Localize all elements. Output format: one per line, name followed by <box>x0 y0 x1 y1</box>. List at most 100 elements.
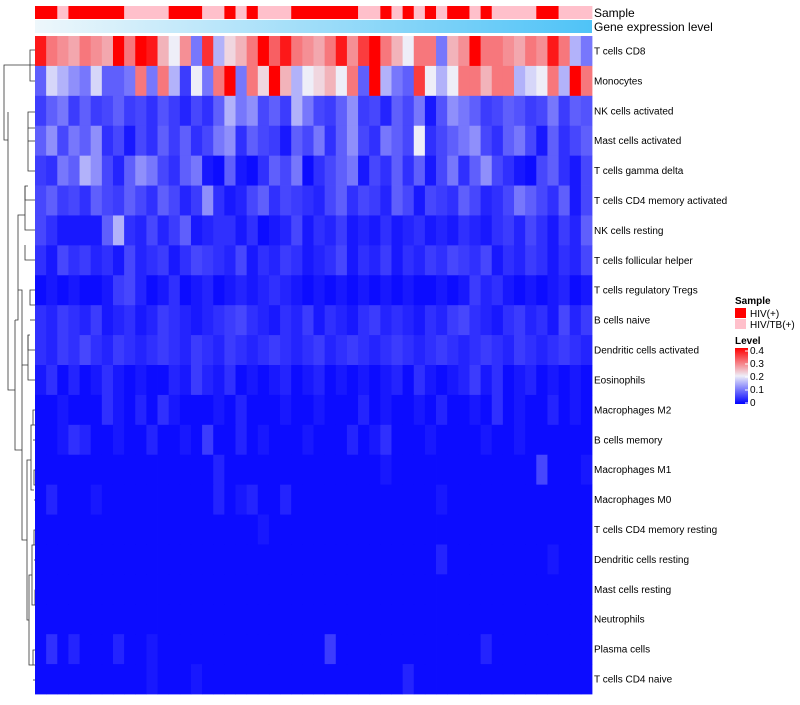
heatmap-cell <box>480 365 493 396</box>
heatmap-cell <box>458 604 470 635</box>
heatmap-cell <box>402 125 415 157</box>
heatmap-cell <box>112 155 125 186</box>
heatmap-cell <box>135 634 147 665</box>
heatmap-cell <box>35 215 47 246</box>
heatmap-cell <box>224 394 236 426</box>
heatmap-cell <box>146 155 158 186</box>
heatmap-cell <box>90 305 103 336</box>
heatmap-cell <box>190 484 203 515</box>
heatmap-cell <box>112 36 125 67</box>
heatmap-cell <box>146 95 158 127</box>
heatmap-cell <box>280 604 292 635</box>
heatmap-cell <box>179 275 192 306</box>
heatmap-cell <box>157 245 170 276</box>
heatmap-cell <box>90 544 103 575</box>
heatmap-cell <box>447 185 459 216</box>
heatmap-cell <box>436 365 448 396</box>
heatmap-cell <box>179 394 192 426</box>
heatmap-cell <box>280 544 292 575</box>
heatmap-cell <box>168 275 181 306</box>
heatmap-cell <box>547 125 559 157</box>
heatmap-cell <box>547 454 559 486</box>
sample-annotation-cell <box>469 6 481 19</box>
heatmap-cell <box>346 155 359 186</box>
heatmap-cell <box>291 125 303 157</box>
sample-annotation-cell <box>413 6 426 19</box>
heatmap-cell <box>469 155 481 186</box>
row-label: Eosinophils <box>594 375 645 386</box>
heatmap-cell <box>380 424 392 456</box>
heatmap-cell <box>413 604 426 635</box>
heatmap-cell <box>246 36 259 67</box>
heatmap-cell <box>458 424 470 456</box>
heatmap-cell <box>413 484 426 515</box>
heatmap-cell <box>413 514 426 545</box>
heatmap-cell <box>369 36 381 67</box>
heatmap-cell <box>380 65 392 97</box>
heatmap-cell <box>491 454 504 486</box>
heatmap-cell <box>157 215 170 246</box>
heatmap-cell <box>46 305 58 336</box>
heatmap-cell <box>101 664 114 695</box>
heatmap-cell <box>402 215 415 246</box>
heatmap-cell <box>469 185 481 216</box>
heatmap-cell <box>480 544 493 575</box>
heatmap-cell <box>68 365 80 396</box>
heatmap-cell <box>391 454 404 486</box>
heatmap-cell <box>79 215 92 246</box>
heatmap-cell <box>547 65 559 97</box>
heatmap-cell <box>536 664 548 695</box>
level-legend-title: Level <box>735 336 761 347</box>
heatmap-cell <box>168 454 181 486</box>
heatmap-cell <box>413 634 426 665</box>
heatmap-cell <box>313 454 326 486</box>
heatmap-cell <box>324 544 337 575</box>
heatmap-cell <box>324 634 337 665</box>
heatmap-cell <box>458 365 470 396</box>
heatmap-cell <box>135 484 147 515</box>
heatmap-cell <box>480 664 493 695</box>
heatmap-cell <box>302 185 314 216</box>
heatmap-cell <box>380 664 392 695</box>
heatmap-cell <box>135 275 147 306</box>
legend-swatch-hiv <box>735 308 746 318</box>
sample-annotation-cell <box>146 6 158 19</box>
heatmap-cell <box>179 245 192 276</box>
heatmap-cell <box>168 634 181 665</box>
heatmap-cell <box>514 185 526 216</box>
heatmap-cell <box>480 95 493 127</box>
heatmap-cell <box>514 484 526 515</box>
level-tick-0.2: 0.2 <box>750 372 764 383</box>
heatmap-cell <box>90 664 103 695</box>
heatmap-cell <box>491 155 504 186</box>
heatmap-cell <box>57 604 69 635</box>
heatmap-cell <box>346 275 359 306</box>
heatmap-cell <box>68 95 80 127</box>
heatmap-cell <box>57 275 69 306</box>
heatmap-cell <box>246 544 259 575</box>
heatmap-cell <box>358 634 370 665</box>
heatmap-cell <box>157 95 170 127</box>
heatmap-cell <box>235 215 248 246</box>
heatmap-cell <box>458 245 470 276</box>
heatmap-cell <box>112 335 125 366</box>
sample-annotation-cell <box>168 6 181 19</box>
heatmap-cell <box>358 155 370 186</box>
heatmap-cell <box>79 604 92 635</box>
heatmap-cell <box>514 365 526 396</box>
heatmap-cell <box>90 514 103 545</box>
heatmap-cell <box>413 36 426 67</box>
heatmap-cell <box>335 245 348 276</box>
heatmap-cell <box>335 305 348 336</box>
heatmap-cell <box>112 245 125 276</box>
row-label: NK cells activated <box>594 106 673 117</box>
heatmap-cell <box>157 454 170 486</box>
heatmap-cell <box>313 95 326 127</box>
heatmap-cell <box>213 424 225 456</box>
heatmap-cell <box>569 634 582 665</box>
heatmap-cell <box>224 454 236 486</box>
heatmap-cell <box>235 95 248 127</box>
heatmap-cell <box>569 514 582 545</box>
heatmap-cell <box>458 454 470 486</box>
